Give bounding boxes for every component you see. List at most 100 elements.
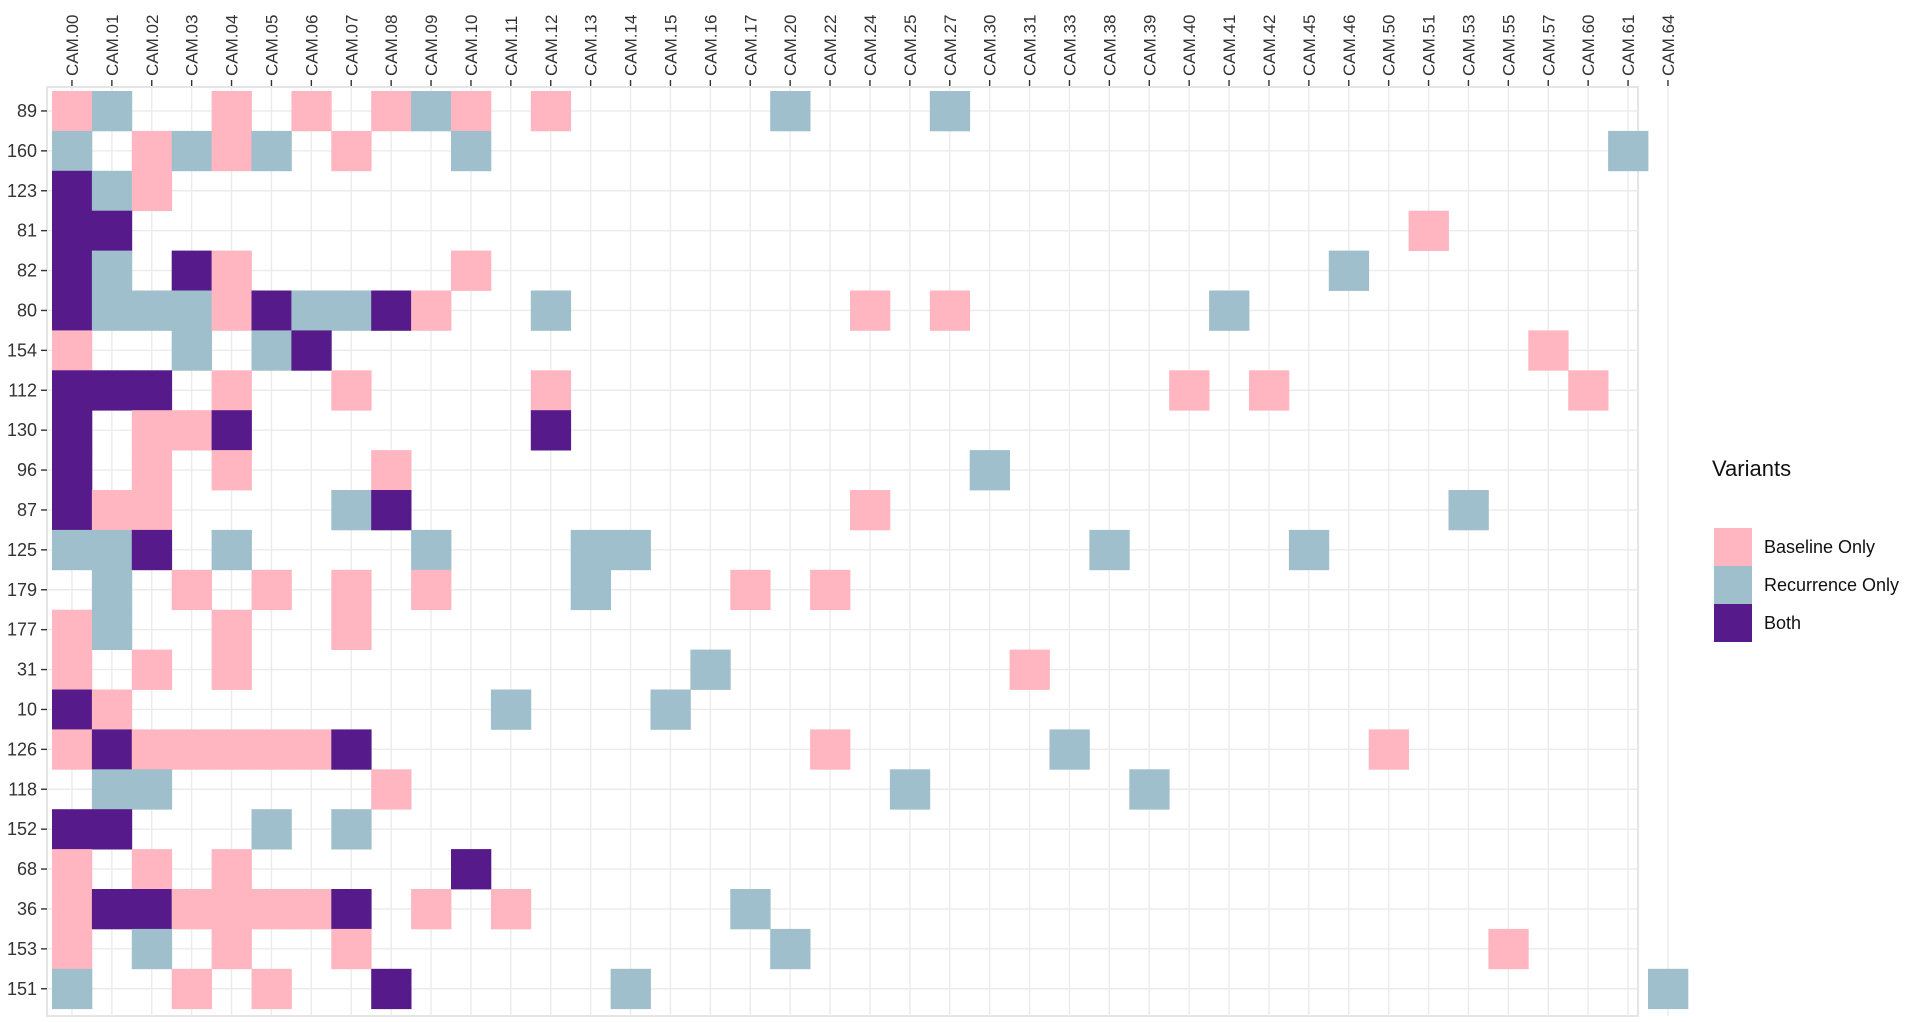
heatmap-cell — [770, 91, 811, 132]
column-label: CAM.09 — [422, 15, 441, 76]
row-label: 68 — [17, 859, 37, 879]
column-label: CAM.11 — [502, 16, 521, 76]
row-label: 82 — [17, 261, 37, 281]
heatmap-cell — [730, 889, 771, 930]
heatmap-cell — [171, 290, 212, 331]
heatmap-cell — [331, 609, 372, 650]
heatmap-cell — [131, 649, 173, 690]
heatmap-cell — [211, 649, 252, 690]
heatmap-cell — [411, 91, 452, 132]
column-label: CAM.02 — [143, 15, 162, 76]
heatmap-cell — [530, 91, 572, 132]
heatmap-cell — [171, 330, 212, 371]
heatmap-cell — [371, 91, 412, 132]
heatmap-cell — [52, 410, 93, 451]
heatmap-cell — [850, 290, 891, 331]
heatmap-cell — [91, 729, 133, 770]
heatmap-cell — [331, 130, 372, 172]
heatmap-cell — [211, 729, 252, 770]
heatmap-cell — [131, 130, 173, 172]
column-label: CAM.16 — [701, 15, 720, 76]
heatmap-cell — [331, 370, 372, 411]
heatmap-cell — [1049, 729, 1090, 770]
column-label: CAM.60 — [1579, 15, 1598, 76]
heatmap-cell — [91, 91, 133, 132]
heatmap-cell — [171, 968, 212, 1010]
heatmap-cell — [490, 889, 532, 930]
heatmap-cell — [251, 809, 292, 850]
heatmap-cell — [91, 170, 133, 212]
heatmap-cell — [1568, 370, 1609, 411]
column-label: CAM.01 — [103, 15, 122, 76]
heatmap-cell — [451, 849, 492, 890]
heatmap-cell — [91, 529, 133, 571]
heatmap-cell — [91, 889, 133, 930]
column-label: CAM.15 — [661, 15, 680, 76]
heatmap-cell — [131, 529, 173, 571]
heatmap-cell — [251, 729, 292, 770]
heatmap-cell — [131, 889, 173, 930]
heatmap-cell — [371, 769, 412, 810]
heatmap-cell — [530, 370, 572, 411]
heatmap-cell — [251, 889, 292, 930]
heatmap-cell — [331, 290, 372, 331]
row-label: 31 — [17, 660, 37, 680]
heatmap-cell — [371, 968, 412, 1010]
heatmap-cell — [291, 889, 332, 930]
heatmap-cell — [251, 330, 292, 371]
heatmap-cell — [331, 569, 372, 611]
column-label: CAM.25 — [901, 15, 920, 76]
row-label: 179 — [7, 580, 37, 600]
heatmap-cell — [52, 809, 93, 850]
column-label: CAM.27 — [941, 15, 960, 76]
heatmap-cell — [211, 928, 252, 970]
heatmap-cell — [850, 490, 891, 531]
heatmap-cell — [91, 689, 133, 730]
heatmap-cell — [929, 290, 971, 331]
column-label: CAM.03 — [183, 15, 202, 76]
heatmap-cell — [1608, 130, 1649, 172]
heatmap-cell — [331, 809, 372, 850]
heatmap-cell — [52, 450, 93, 491]
heatmap-cell — [331, 889, 372, 930]
heatmap-cell — [52, 330, 93, 371]
heatmap-cell — [131, 290, 173, 331]
heatmap-cell — [411, 889, 452, 930]
column-label: CAM.51 — [1420, 15, 1439, 76]
heatmap-cell — [131, 410, 173, 451]
panel-border — [46, 86, 1639, 1017]
column-label: CAM.39 — [1140, 15, 1159, 76]
heatmap-cell — [52, 170, 93, 212]
column-label: CAM.50 — [1380, 15, 1399, 76]
heatmap-cell — [52, 968, 93, 1010]
heatmap-cell — [251, 569, 292, 611]
heatmap-cell — [929, 91, 971, 132]
column-label: CAM.53 — [1459, 15, 1478, 76]
heatmap-cell — [131, 450, 173, 491]
heatmap-cell — [451, 130, 492, 172]
heatmap-cell — [211, 410, 252, 451]
column-label: CAM.33 — [1060, 15, 1079, 76]
legend: Variants Baseline Only Recurrence Only Bot… — [1712, 456, 1899, 642]
row-label: 152 — [7, 819, 37, 839]
heatmap-cell — [1129, 769, 1170, 810]
heatmap-cell — [211, 250, 252, 291]
heatmap-cell — [91, 609, 133, 650]
heatmap-cell — [1169, 370, 1210, 411]
heatmap-cell — [610, 529, 651, 571]
heatmap-cell — [131, 928, 173, 970]
heatmap-cell — [1528, 330, 1569, 371]
heatmap-cell — [610, 968, 651, 1010]
column-label: CAM.41 — [1220, 15, 1239, 76]
heatmap-cell — [171, 889, 212, 930]
heatmap-cell — [331, 928, 372, 970]
heatmap-cell — [211, 609, 252, 650]
row-label: 118 — [8, 779, 37, 799]
column-label: CAM.13 — [582, 15, 601, 76]
heatmap-cell — [1209, 290, 1250, 331]
heatmap-cell — [371, 450, 412, 491]
row-label: 112 — [8, 380, 37, 400]
column-label: CAM.45 — [1300, 15, 1319, 76]
heatmap-cell — [1249, 370, 1290, 411]
